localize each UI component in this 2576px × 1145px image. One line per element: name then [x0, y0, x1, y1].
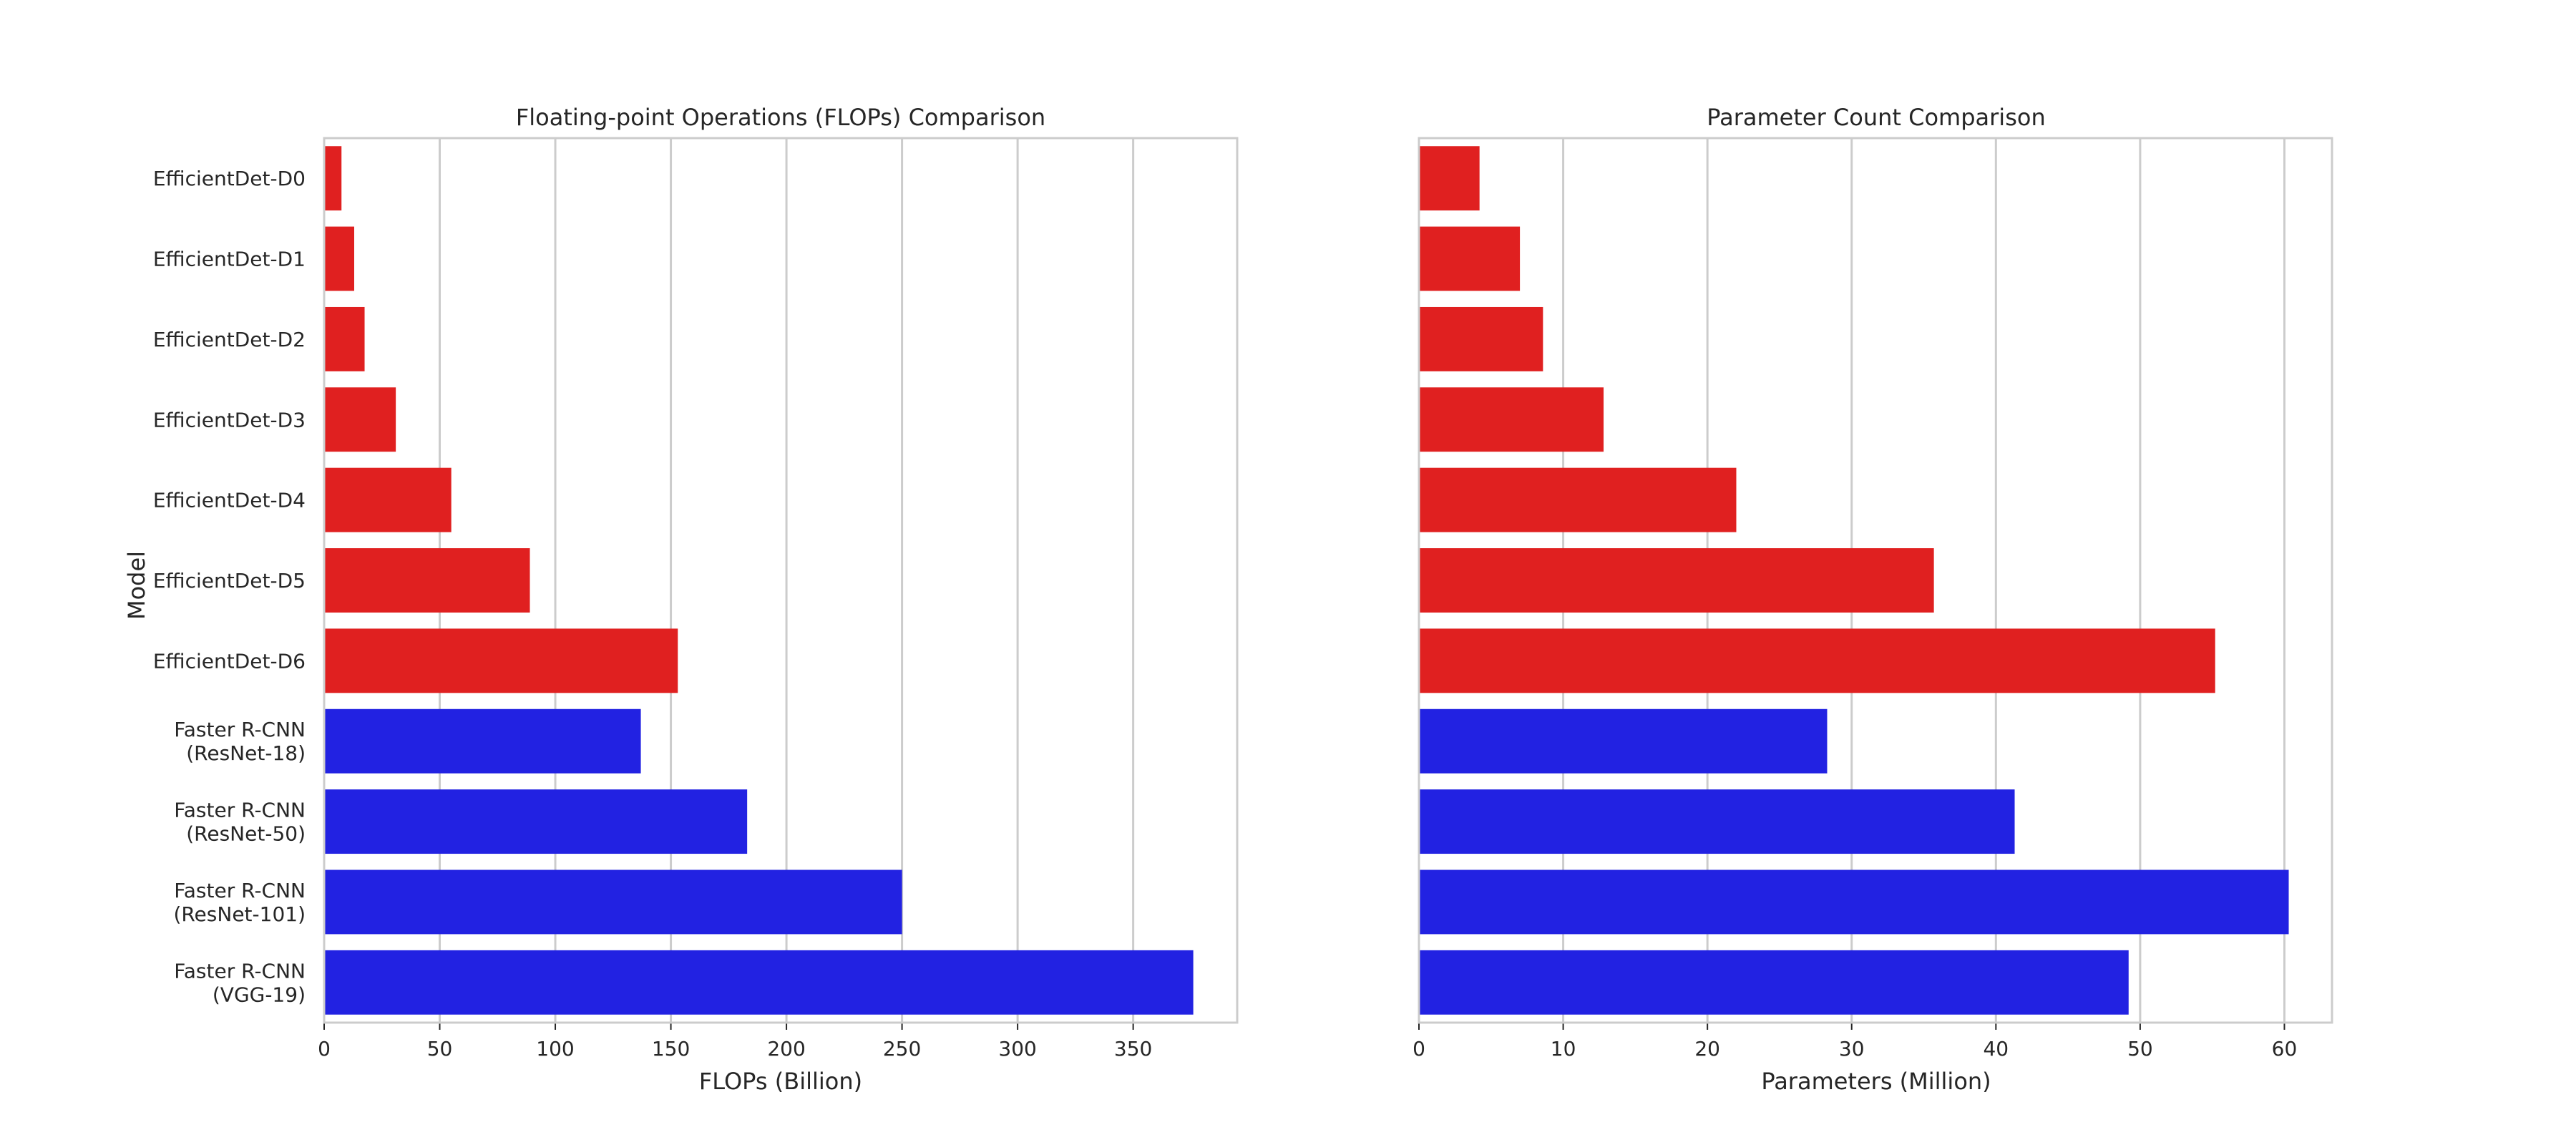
params-bar	[1419, 950, 2129, 1015]
params-bar	[1419, 789, 2015, 854]
params-bar	[1419, 548, 1934, 613]
flops-y-tick-label: EfficientDet-D4	[153, 489, 306, 512]
flops-bar	[324, 146, 342, 211]
flops-y-tick-label: EfficientDet-D2	[153, 328, 306, 351]
flops-bar	[324, 226, 354, 291]
flops-y-tick-label: EfficientDet-D1	[153, 248, 306, 271]
params-x-tick-label: 20	[1694, 1037, 1720, 1061]
flops-x-tick-label: 350	[1114, 1037, 1152, 1061]
params-bar	[1419, 628, 2215, 693]
flops-y-axis-label: Model	[123, 551, 150, 620]
flops-comparison-panel: Floating-point Operations (FLOPs) Compar…	[123, 104, 1239, 1095]
flops-bars	[324, 146, 1194, 1015]
flops-x-axis-label: FLOPs (Billion)	[699, 1068, 862, 1095]
flops-y-tick-label: EfficientDet-D0	[153, 167, 306, 190]
flops-x-tick-label: 50	[427, 1037, 453, 1061]
flops-bar	[324, 548, 530, 613]
flops-x-tick-label: 0	[318, 1037, 331, 1061]
params-x-axis-label: Parameters (Million)	[1761, 1068, 1991, 1095]
flops-bar	[324, 708, 641, 774]
params-bar	[1419, 708, 1828, 774]
flops-y-tick-label: Faster R-CNN (ResNet-50)	[174, 799, 306, 846]
params-x-tick-label: 10	[1551, 1037, 1576, 1061]
params-bar	[1419, 467, 1737, 532]
parameter-comparison-panel: Parameter Count Comparison Parameters (M…	[1413, 104, 2333, 1095]
params-x-tick-label: 60	[2272, 1037, 2298, 1061]
params-chart-title: Parameter Count Comparison	[1707, 104, 2045, 131]
flops-x-tick-label: 100	[536, 1037, 574, 1061]
params-x-tick-label: 40	[1983, 1037, 2009, 1061]
params-x-tick-label: 50	[2127, 1037, 2153, 1061]
flops-x-ticks: 0 50 100 150 200 250 300 350	[318, 1023, 1152, 1061]
params-bar	[1419, 387, 1604, 452]
flops-y-ticks: EfficientDet-D0 EfficientDet-D1 EfficientD…	[153, 167, 306, 1006]
flops-chart-title: Floating-point Operations (FLOPs) Compar…	[516, 104, 1045, 131]
flops-bar	[324, 869, 902, 935]
params-x-tick-label: 0	[1413, 1037, 1425, 1061]
flops-y-tick-label: Faster R-CNN (VGG-19)	[174, 959, 306, 1006]
flops-bar	[324, 628, 678, 693]
params-x-tick-label: 30	[1839, 1037, 1865, 1061]
flops-x-tick-label: 150	[652, 1037, 690, 1061]
flops-plot-frame	[323, 137, 1239, 1024]
flops-bar	[324, 950, 1194, 1015]
flops-x-tick-label: 250	[883, 1037, 921, 1061]
flops-y-tick-label: EfficientDet-D3	[153, 408, 306, 432]
params-x-ticks: 0 10 20 30 40 50 60	[1413, 1023, 2297, 1061]
flops-y-tick-label: EfficientDet-D6	[153, 649, 306, 673]
flops-x-tick-label: 200	[767, 1037, 805, 1061]
flops-y-tick-label: Faster R-CNN (ResNet-18)	[174, 718, 306, 765]
flops-y-tick-label: Faster R-CNN (ResNet-101)	[173, 879, 306, 926]
params-plot-frame	[1418, 137, 2333, 1024]
flops-bar	[324, 387, 396, 452]
flops-y-tick-label: EfficientDet-D5	[153, 569, 306, 593]
params-bar	[1419, 306, 1543, 371]
flops-bar	[324, 789, 748, 854]
params-bar	[1419, 146, 1480, 211]
flops-bar	[324, 467, 452, 532]
params-bar	[1419, 869, 2289, 935]
params-bar	[1419, 226, 1521, 291]
flops-x-tick-label: 300	[998, 1037, 1036, 1061]
flops-bar	[324, 306, 365, 371]
params-bars	[1419, 146, 2289, 1015]
